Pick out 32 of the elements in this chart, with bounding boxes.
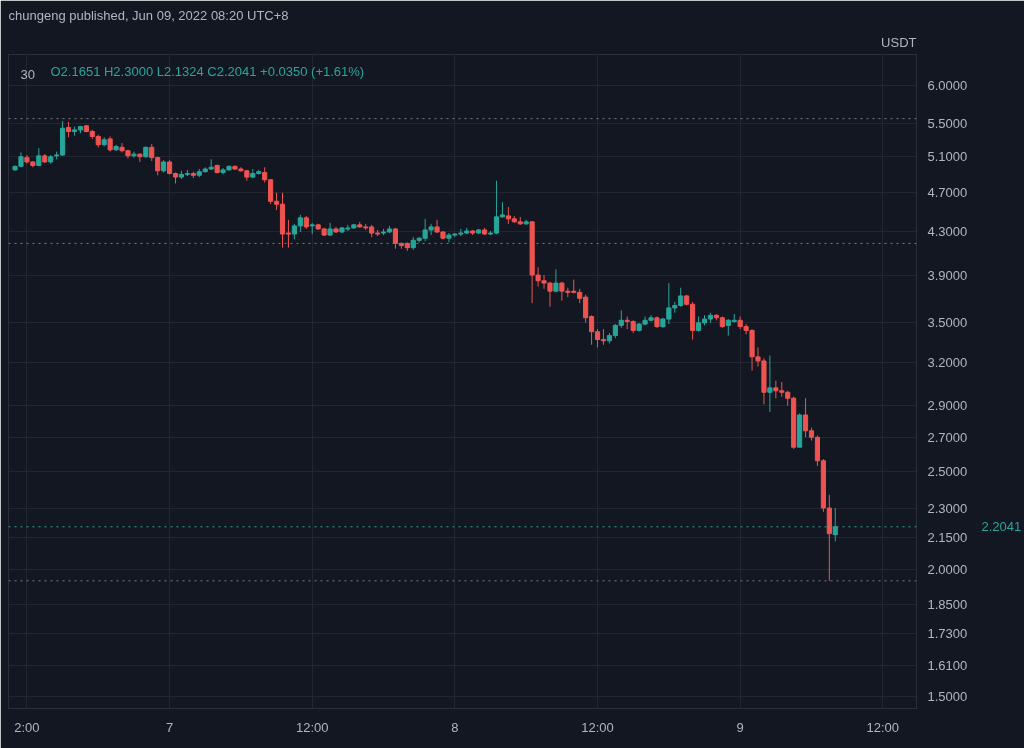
- y-tick-label: 2.7000: [927, 429, 968, 445]
- ref-line-label: 2.2041: [981, 519, 1022, 535]
- x-tick-label: 8: [451, 719, 459, 735]
- y-tick-label: 3.5000: [927, 315, 968, 331]
- x-tick-label: 9: [736, 719, 744, 735]
- y-tick-label: 5.5000: [927, 115, 968, 131]
- y-tick-label: 1.8500: [927, 596, 968, 612]
- y-tick-label: 2.1500: [927, 530, 968, 546]
- y-tick-label: 1.7300: [927, 626, 968, 642]
- y-tick-label: 2.0000: [927, 562, 968, 578]
- y-tick-label: 1.5000: [927, 689, 968, 705]
- y-axis-title: USDT: [881, 34, 917, 50]
- y-tick-label: 1.6100: [927, 657, 968, 673]
- y-tick-label: 4.3000: [927, 224, 968, 240]
- y-tick-label: 6.0000: [927, 77, 968, 93]
- y-tick-label: 5.1000: [927, 149, 968, 165]
- y-tick-label: 3.9000: [927, 267, 968, 283]
- text: 30: [20, 66, 35, 82]
- candlestick: [137, 152, 143, 163]
- x-tick-label: 12:00: [295, 719, 329, 735]
- y-tick-label: 2.3000: [927, 500, 968, 516]
- y-tick-label: 2.5000: [927, 463, 968, 479]
- candlestick: [767, 355, 773, 413]
- x-tick-label: 2:00: [14, 719, 40, 735]
- y-tick-label: 4.7000: [927, 185, 968, 201]
- x-tick-label: 12:00: [581, 719, 614, 735]
- y-tick-label: 2.9000: [927, 398, 968, 414]
- text: chungeng published, Jun 09, 2022 08:20 UTC+8: [8, 7, 289, 23]
- y-tick-label: 3.2000: [927, 354, 968, 370]
- x-tick-label: 12:00: [866, 719, 900, 735]
- x-tick-label: 7: [165, 719, 174, 735]
- annotation: O2.1651 H2.3000 L2.1324 C2.2041 +0.0350 (+1.61%): [50, 63, 365, 79]
